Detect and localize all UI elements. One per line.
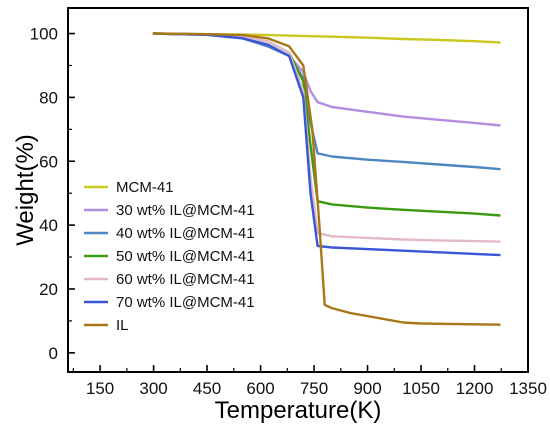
x-tick-label: 600 — [246, 379, 274, 398]
legend-label-5: 70 wt% IL@MCM-41 — [116, 294, 255, 311]
legend-label-0: MCM-41 — [116, 179, 174, 196]
x-tick-label: 1200 — [456, 379, 494, 398]
legend-label-1: 30 wt% IL@MCM-41 — [116, 202, 255, 219]
x-axis-title: Temperature(K) — [215, 397, 382, 424]
y-ticks: 0 20 40 60 80 100 — [30, 25, 75, 363]
x-tick-label: 450 — [193, 379, 221, 398]
series-line-2 — [152, 32, 501, 171]
series-line-4 — [152, 32, 501, 243]
series-line-3 — [152, 32, 501, 217]
x-tick-label: 300 — [139, 379, 167, 398]
y-tick-label: 60 — [39, 152, 58, 171]
x-tick-label: 1350 — [509, 379, 547, 398]
series-line-6 — [152, 32, 501, 326]
x-tick-label: 900 — [353, 379, 381, 398]
y-tick-label: 100 — [30, 25, 58, 44]
y-tick-label: 20 — [39, 280, 58, 299]
legend-label-2: 40 wt% IL@MCM-41 — [116, 225, 255, 242]
y-tick-label: 40 — [39, 216, 58, 235]
series-line-5 — [152, 32, 501, 257]
y-tick-label: 80 — [39, 88, 58, 107]
legend-label-3: 50 wt% IL@MCM-41 — [116, 248, 255, 265]
x-tick-label: 150 — [86, 379, 114, 398]
series-line-1 — [152, 32, 501, 127]
x-tick-label: 1050 — [402, 379, 440, 398]
legend: MCM-41 30 wt% IL@MCM-41 40 wt% IL@MCM-41 50… — [84, 179, 255, 334]
data-curves — [152, 32, 501, 326]
legend-label-4: 60 wt% IL@MCM-41 — [116, 271, 255, 288]
x-tick-label: 750 — [300, 379, 328, 398]
legend-label-6: IL — [116, 317, 129, 334]
y-axis-title: Weight(%) — [12, 134, 39, 246]
y-tick-label: 0 — [49, 344, 58, 363]
x-ticks: 150 300 450 600 750 900 1050 1200 1350 — [72, 365, 547, 398]
plot-frame — [67, 7, 529, 373]
